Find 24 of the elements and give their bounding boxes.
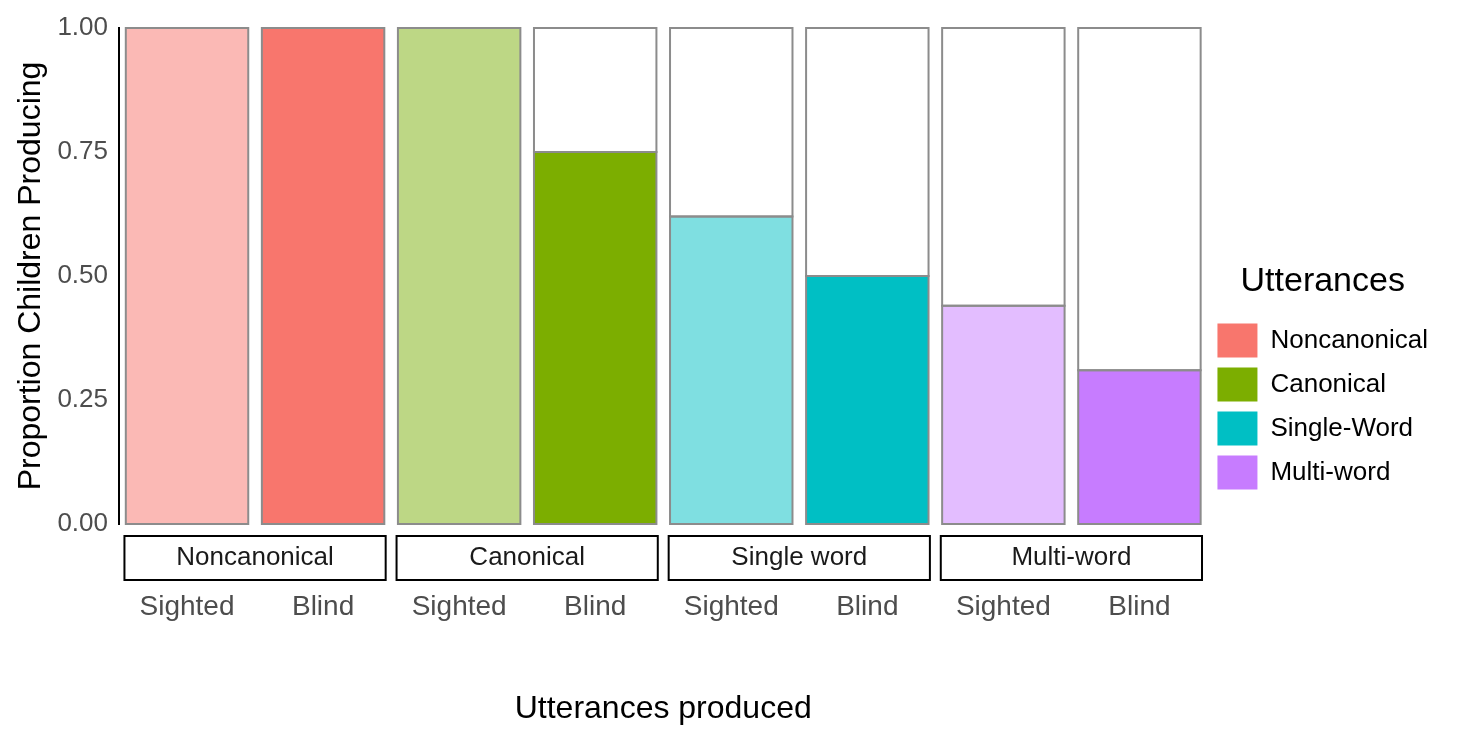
text: Noncanonical — [176, 541, 334, 572]
y-tick-label: 0.75 — [57, 135, 108, 166]
y-tick-label: 1.00 — [57, 11, 108, 42]
x-tick-label: Blind — [836, 589, 899, 621]
x-tick-label: Blind — [1108, 589, 1171, 621]
x-axis-title: Utterances produced — [514, 688, 812, 725]
y-axis-title: Proportion Children Producing — [11, 61, 48, 491]
text: Canonical — [469, 541, 585, 572]
legend-label: Single-Word — [1270, 411, 1414, 442]
x-tick-label: Sighted — [683, 589, 779, 621]
x-tick-label: Sighted — [411, 589, 507, 621]
x-tick-label: Sighted — [139, 589, 235, 621]
legend-label: Canonical — [1270, 367, 1387, 398]
legend-label: Noncanonical — [1270, 323, 1429, 354]
legend-label: Multi-word — [1270, 455, 1391, 486]
x-tick-label: Blind — [291, 589, 355, 621]
y-tick-label: 0.25 — [57, 383, 108, 414]
text: Single word — [731, 541, 868, 572]
x-tick-label: Blind — [564, 589, 627, 621]
y-tick-label: 0.00 — [57, 507, 108, 538]
x-tick-label: Sighted — [955, 589, 1051, 621]
y-tick-label: 0.50 — [57, 259, 108, 290]
text: Multi-word — [1011, 541, 1132, 572]
legend-title: Utterances — [1240, 259, 1405, 298]
